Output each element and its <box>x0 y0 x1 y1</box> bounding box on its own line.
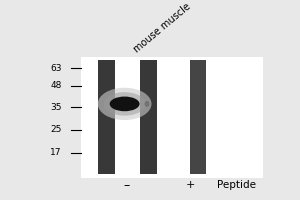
Text: 35: 35 <box>50 103 62 112</box>
Text: +: + <box>186 180 195 190</box>
Bar <box>140 60 157 174</box>
Bar <box>190 60 206 174</box>
Bar <box>98 60 115 174</box>
Text: mouse muscle: mouse muscle <box>132 2 193 55</box>
Text: 48: 48 <box>50 81 62 90</box>
Ellipse shape <box>104 92 146 116</box>
Ellipse shape <box>145 101 149 107</box>
Text: 63: 63 <box>50 64 62 73</box>
Text: 17: 17 <box>50 148 62 157</box>
Bar <box>81 57 263 178</box>
Text: 25: 25 <box>50 125 62 134</box>
Text: –: – <box>123 179 129 192</box>
Ellipse shape <box>98 88 152 120</box>
Bar <box>115 60 140 174</box>
Ellipse shape <box>110 97 140 111</box>
Text: Peptide: Peptide <box>217 180 256 190</box>
